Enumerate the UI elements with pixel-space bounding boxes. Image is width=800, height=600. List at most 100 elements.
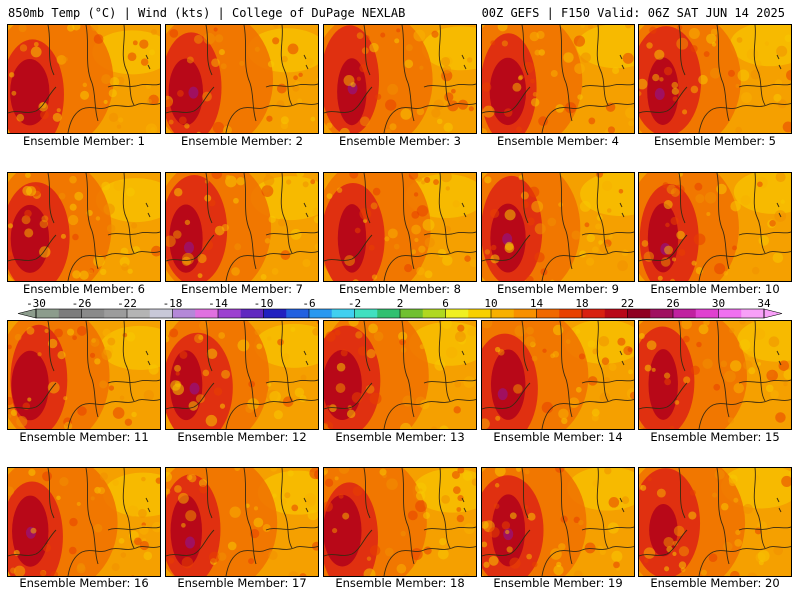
colorbar-tick-label: 10	[484, 298, 497, 310]
member-map-panel	[638, 24, 792, 134]
member-map-panel	[323, 172, 477, 282]
coastline-outline	[716, 468, 730, 565]
colorbar-swatch	[627, 309, 651, 318]
coastline-outline	[619, 202, 625, 218]
member-map-panel	[481, 320, 635, 430]
coastline-outline	[303, 202, 309, 218]
coastline-outline	[47, 173, 55, 224]
coastline-outline	[85, 468, 99, 565]
colorbar-swatch	[741, 309, 765, 318]
coastline-outline	[363, 468, 371, 519]
coastline-outline	[280, 468, 293, 549]
coastline-outline	[363, 25, 371, 76]
coastline-outline	[303, 54, 309, 70]
colorbar-swatch	[491, 309, 515, 318]
temperature-field-map	[8, 25, 160, 133]
coastline-outline	[698, 103, 791, 133]
coastline-outline	[541, 251, 634, 281]
temperature-field-map	[482, 173, 634, 281]
member-label: Ensemble Member: 7	[181, 282, 303, 296]
colorbar-tick-label: -10	[254, 298, 274, 310]
colorbar-swatch	[104, 309, 128, 318]
colorbar-swatch	[604, 309, 628, 318]
member-label: Ensemble Member: 6	[23, 282, 145, 296]
colorbar-tick-label: 6	[442, 298, 449, 310]
member-map-panel	[638, 320, 792, 430]
coastline-outline	[67, 399, 160, 429]
coastline-outline	[559, 173, 573, 270]
member-map-panel	[7, 172, 161, 282]
coastline-outline	[363, 173, 371, 224]
member-label: Ensemble Member: 4	[497, 134, 619, 148]
temperature-field-map	[324, 173, 476, 281]
coastline-outline	[716, 173, 730, 270]
coastline-outline	[482, 529, 531, 557]
coastline-outline	[753, 173, 766, 254]
member-label: Ensemble Member: 10	[650, 282, 780, 296]
coastline-outline	[8, 529, 57, 557]
colorbar-tick-label: -30	[26, 298, 46, 310]
member-map-panel	[165, 172, 319, 282]
temperature-field-map	[8, 468, 160, 576]
coastline-outline	[401, 25, 415, 122]
coastline-outline	[383, 546, 476, 576]
coastline-outline	[596, 173, 609, 254]
coastline-outline	[243, 468, 257, 565]
coastline-outline	[225, 103, 318, 133]
member-label: Ensemble Member: 17	[177, 576, 307, 590]
coastline-outline	[243, 173, 257, 270]
coastline-outline	[107, 379, 160, 384]
temperature-field-map	[166, 468, 318, 576]
coastline-outline	[423, 83, 476, 88]
coastline-outline	[716, 25, 730, 122]
coastline-outline	[738, 83, 791, 88]
colorbar-tick-label: 30	[712, 298, 725, 310]
coastline-outline	[166, 86, 215, 114]
coastline-outline	[521, 468, 529, 519]
temperature-field-map	[8, 321, 160, 429]
coastline-outline	[243, 321, 257, 418]
coastline-outline	[280, 173, 293, 254]
member-map-panel	[481, 467, 635, 577]
colorbar-tick-label: -22	[117, 298, 137, 310]
coastline-outline	[423, 526, 476, 531]
colorbar-swatch	[513, 309, 537, 318]
colorbar-swatch	[127, 309, 151, 318]
colorbar-tick-label: -2	[348, 298, 361, 310]
coastline-outline	[265, 231, 318, 236]
coastline-outline	[698, 399, 791, 429]
colorbar-swatch	[58, 309, 82, 318]
colorbar-tick-label: 14	[530, 298, 544, 310]
member-label: Ensemble Member: 19	[493, 576, 623, 590]
coastline-outline	[559, 25, 573, 122]
coastline-outline	[85, 321, 99, 418]
colorbar-tick-label: 2	[397, 298, 404, 310]
member-map-panel	[638, 172, 792, 282]
member-map-panel	[7, 320, 161, 430]
member-map-panel	[165, 320, 319, 430]
colorbar-tick-label: 26	[666, 298, 679, 310]
coastline-outline	[438, 468, 451, 549]
member-map-panel	[638, 467, 792, 577]
member-map-panel	[323, 467, 477, 577]
temperature-field-map	[639, 25, 791, 133]
coastline-outline	[47, 321, 55, 372]
coastline-outline	[280, 321, 293, 402]
coastline-outline	[596, 25, 609, 106]
coastline-outline	[753, 321, 766, 402]
coastline-outline	[145, 54, 151, 70]
coastline-outline	[738, 231, 791, 236]
colorbar-swatch	[400, 309, 424, 318]
coastline-outline	[541, 399, 634, 429]
coastline-outline	[559, 321, 573, 418]
colorbar-swatch	[650, 309, 674, 318]
coastline-outline	[166, 234, 215, 262]
coastline-outline	[47, 25, 55, 76]
coastline-outline	[521, 173, 529, 224]
coastline-outline	[265, 379, 318, 384]
coastline-outline	[438, 173, 451, 254]
member-label: Ensemble Member: 5	[654, 134, 776, 148]
coastline-outline	[521, 321, 529, 372]
colorbar-tick-label: 22	[621, 298, 634, 310]
coastline-outline	[303, 350, 309, 366]
